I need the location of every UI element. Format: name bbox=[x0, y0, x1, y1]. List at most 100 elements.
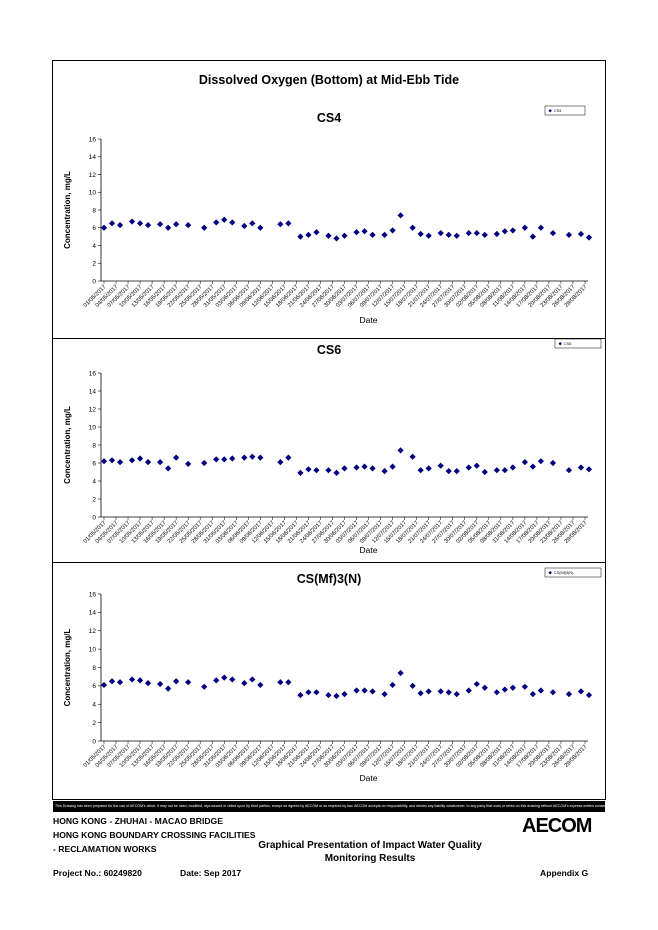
data-point bbox=[277, 459, 284, 466]
data-point bbox=[241, 680, 248, 687]
footer-date: Date: Sep 2017 bbox=[180, 868, 242, 878]
data-point bbox=[409, 224, 416, 231]
data-point bbox=[313, 467, 320, 474]
data-point bbox=[549, 229, 557, 237]
chart-title: CS6 bbox=[317, 343, 341, 357]
data-point bbox=[213, 219, 220, 226]
data-point bbox=[157, 680, 164, 688]
data-point bbox=[285, 679, 292, 686]
data-point bbox=[128, 676, 136, 683]
aecom-logo: AECOM bbox=[522, 815, 592, 837]
data-point bbox=[397, 669, 404, 677]
data-point bbox=[229, 219, 236, 226]
data-point bbox=[577, 230, 585, 238]
footer-title-line2: Monitoring Results bbox=[324, 853, 416, 864]
y-tick-label: 8 bbox=[92, 665, 96, 672]
data-point bbox=[116, 459, 124, 466]
data-point bbox=[437, 462, 444, 469]
data-point bbox=[297, 691, 304, 699]
y-tick-label: 6 bbox=[92, 225, 96, 232]
data-point bbox=[585, 691, 593, 699]
chart-title: CS(Mf)3(N) bbox=[297, 572, 362, 586]
data-point bbox=[185, 679, 192, 686]
data-point bbox=[473, 680, 480, 688]
data-point bbox=[249, 220, 256, 227]
y-tick-label: 2 bbox=[92, 720, 96, 727]
y-tick-label: 0 bbox=[92, 738, 96, 745]
data-point bbox=[537, 687, 545, 694]
data-point bbox=[453, 468, 460, 475]
data-point bbox=[341, 691, 348, 698]
y-tick-label: 4 bbox=[92, 478, 96, 485]
data-point bbox=[165, 465, 172, 472]
data-point bbox=[417, 467, 424, 474]
data-point bbox=[521, 459, 528, 466]
y-tick-label: 8 bbox=[92, 207, 96, 214]
y-tick-label: 10 bbox=[89, 646, 97, 653]
legend-box bbox=[554, 338, 602, 349]
data-point bbox=[381, 231, 388, 238]
data-point bbox=[353, 229, 360, 236]
data-point bbox=[297, 233, 304, 240]
data-point bbox=[144, 680, 152, 687]
footer-project-line1: HONG KONG - ZHUHAI - MACAO BRIDGE bbox=[53, 816, 223, 826]
data-point bbox=[537, 224, 545, 231]
footer-title-line1: Graphical Presentation of Impact Water Q… bbox=[258, 840, 482, 851]
x-axis-label: Date bbox=[360, 773, 378, 783]
data-point bbox=[369, 465, 376, 472]
data-point bbox=[128, 457, 136, 464]
data-point bbox=[361, 687, 368, 694]
y-tick-label: 0 bbox=[92, 514, 96, 521]
data-point bbox=[100, 458, 108, 465]
data-point bbox=[201, 459, 208, 467]
data-point bbox=[465, 464, 472, 471]
data-point bbox=[157, 221, 164, 228]
data-point bbox=[229, 455, 236, 462]
data-point bbox=[381, 468, 388, 475]
legend-marker bbox=[558, 342, 562, 346]
data-point bbox=[537, 458, 545, 465]
y-tick-label: 4 bbox=[92, 702, 96, 709]
data-point bbox=[136, 677, 144, 684]
data-point bbox=[116, 679, 124, 686]
data-point bbox=[397, 447, 404, 454]
data-point bbox=[157, 459, 164, 466]
panel-separator bbox=[53, 562, 605, 563]
data-point bbox=[425, 232, 432, 239]
data-point bbox=[229, 676, 236, 683]
data-point bbox=[585, 234, 593, 241]
disclaimer-bar: This Drawing has been prepared for the u… bbox=[53, 801, 605, 812]
data-point bbox=[313, 689, 320, 696]
data-point bbox=[445, 689, 452, 696]
data-point bbox=[213, 456, 220, 463]
y-tick-label: 2 bbox=[92, 496, 96, 503]
data-point bbox=[453, 232, 460, 239]
y-tick-label: 16 bbox=[89, 136, 97, 143]
data-point bbox=[277, 679, 284, 686]
data-point bbox=[425, 688, 432, 695]
data-point bbox=[473, 462, 480, 469]
y-tick-label: 16 bbox=[89, 591, 97, 598]
data-point bbox=[285, 454, 292, 461]
data-point bbox=[305, 231, 312, 238]
y-axis-label: Concentration, mg/L bbox=[63, 406, 72, 484]
x-axis-label: Date bbox=[360, 545, 378, 555]
data-point bbox=[437, 688, 444, 695]
data-point bbox=[389, 463, 396, 470]
y-tick-label: 12 bbox=[89, 406, 97, 413]
data-point bbox=[509, 464, 516, 471]
data-point bbox=[165, 685, 172, 692]
chart-title: CS4 bbox=[317, 111, 341, 125]
data-point bbox=[369, 231, 376, 238]
data-point bbox=[249, 453, 256, 460]
data-point bbox=[493, 467, 500, 474]
data-point bbox=[325, 467, 332, 474]
x-axis-label: Date bbox=[360, 315, 378, 325]
data-point bbox=[585, 466, 593, 473]
data-point bbox=[100, 681, 108, 689]
data-point bbox=[341, 232, 348, 239]
data-point bbox=[481, 468, 488, 476]
data-point bbox=[297, 469, 304, 476]
footer-appendix: Appendix G bbox=[540, 868, 589, 878]
data-point bbox=[521, 683, 528, 690]
